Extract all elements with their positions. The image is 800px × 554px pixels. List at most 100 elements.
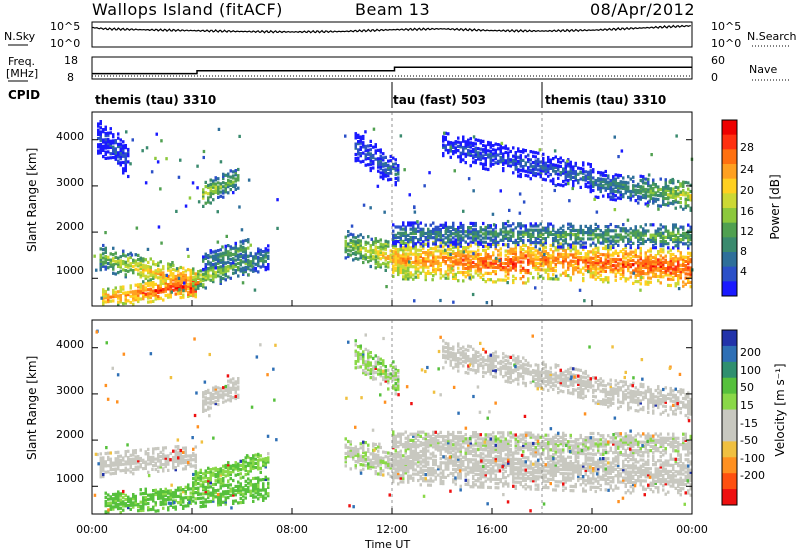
power-cell xyxy=(467,153,470,157)
power-cell xyxy=(632,231,635,235)
power-cell xyxy=(597,259,600,263)
power-cell xyxy=(529,150,532,154)
power-cell xyxy=(517,170,520,174)
power-cell xyxy=(414,227,417,231)
power-cell xyxy=(597,185,600,189)
power-cell xyxy=(509,266,512,270)
power-cell xyxy=(567,243,570,247)
power-cell xyxy=(187,276,190,280)
power-cell xyxy=(629,258,632,262)
power-cell xyxy=(677,240,680,244)
velocity-cell xyxy=(244,496,247,500)
power-cell xyxy=(494,224,497,228)
velocity-cell xyxy=(99,460,102,464)
velocity-cell xyxy=(249,483,252,487)
power-cell xyxy=(499,232,502,236)
power-cell xyxy=(519,174,522,179)
power-cell xyxy=(444,225,447,229)
velocity-cell xyxy=(219,471,222,475)
power-cell xyxy=(152,293,155,297)
power-cell xyxy=(452,150,455,154)
power-cell xyxy=(99,257,102,261)
power-cell xyxy=(114,262,117,266)
power-cell xyxy=(459,157,462,161)
velocity-cell xyxy=(157,492,160,496)
power-cell xyxy=(357,152,360,156)
power-cell xyxy=(654,199,657,203)
power-cell xyxy=(514,155,517,159)
power-cell xyxy=(437,265,440,270)
power-cell xyxy=(464,248,467,252)
power-cell xyxy=(344,246,347,250)
velocity-cell xyxy=(112,505,115,509)
velocity-cell xyxy=(147,447,150,451)
power-cell xyxy=(599,229,602,233)
power-cell xyxy=(462,225,465,230)
power-cell xyxy=(257,255,260,259)
velocity-cell xyxy=(189,491,192,495)
power-cell xyxy=(186,247,189,251)
power-cell xyxy=(547,158,550,162)
power-cell xyxy=(529,177,532,181)
power-cell xyxy=(444,260,447,264)
power-cell xyxy=(484,225,487,229)
power-cell xyxy=(127,154,130,158)
power-cell xyxy=(160,139,163,143)
power-cell xyxy=(369,168,372,173)
power-cell xyxy=(687,278,690,282)
power-cell xyxy=(197,284,200,288)
velocity-cell xyxy=(179,448,182,453)
velocity-cell xyxy=(104,495,107,499)
power-cell xyxy=(622,264,625,268)
power-cell xyxy=(117,132,120,136)
power-cell xyxy=(592,233,595,237)
power-cell xyxy=(572,255,575,259)
power-cell xyxy=(349,249,352,253)
power-cell xyxy=(617,175,620,179)
velocity-cell xyxy=(209,472,212,476)
power-cell xyxy=(649,259,652,264)
power-cell xyxy=(439,232,442,236)
power-cell xyxy=(674,271,677,275)
power-cell xyxy=(674,235,677,240)
power-cell xyxy=(472,154,475,158)
power-cell xyxy=(152,270,155,274)
power-cell xyxy=(447,230,450,234)
velocity-cell xyxy=(152,447,155,451)
power-cell xyxy=(444,230,447,234)
power-cell xyxy=(512,154,515,158)
power-cell xyxy=(247,260,250,265)
power-cell xyxy=(589,226,592,231)
power-cell xyxy=(654,235,657,239)
power-cell xyxy=(155,132,158,136)
power-cell xyxy=(227,178,230,182)
power-cell xyxy=(527,168,530,172)
power-cell xyxy=(369,258,372,262)
power-cell xyxy=(144,286,147,290)
power-cell xyxy=(657,204,660,208)
velocity-cell xyxy=(267,494,270,498)
velocity-cell xyxy=(127,503,130,508)
power-cell xyxy=(392,274,395,278)
power-cell xyxy=(399,227,402,231)
power-cell xyxy=(647,200,650,204)
power-cell xyxy=(502,268,505,272)
power-cell xyxy=(442,139,445,143)
power-cell xyxy=(549,166,552,170)
power-cell xyxy=(539,239,542,243)
power-cell xyxy=(414,265,417,269)
power-cell xyxy=(382,251,385,255)
power-cell xyxy=(462,232,465,236)
power-cell xyxy=(679,201,682,205)
power-cell xyxy=(217,191,220,195)
velocity-cell xyxy=(174,490,177,495)
power-cell xyxy=(642,189,645,193)
power-cell xyxy=(114,292,117,296)
power-cell xyxy=(644,229,647,233)
power-cell xyxy=(227,180,230,184)
power-cell xyxy=(604,244,607,249)
power-cell xyxy=(249,268,252,272)
power-cell xyxy=(137,299,140,304)
velocity-cell xyxy=(229,470,232,474)
power-cell xyxy=(539,241,542,245)
